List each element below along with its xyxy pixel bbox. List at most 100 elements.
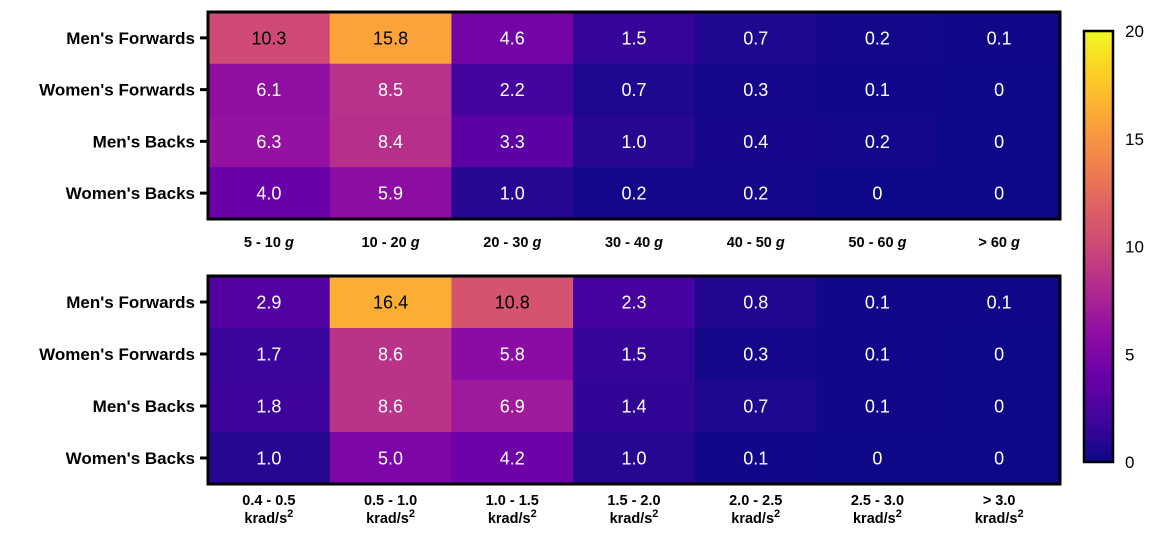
heatmap-cell xyxy=(451,380,574,433)
cell-value-label: 1.5 xyxy=(621,345,646,365)
heatmap-cell xyxy=(694,328,818,381)
cell-value-label: 0.3 xyxy=(743,345,768,365)
cell-value-label: 1.0 xyxy=(621,132,646,152)
cell-value-label: 0.7 xyxy=(743,28,768,48)
heatmap-cell xyxy=(329,432,453,485)
heatmap-cell xyxy=(329,63,453,117)
cell-value-label: 1.0 xyxy=(621,449,646,469)
heatmap-cell xyxy=(208,115,331,168)
row-label: Women's Backs xyxy=(66,184,195,203)
heatmap-cell xyxy=(573,63,696,117)
column-label: 0.4 - 0.5 xyxy=(242,493,295,509)
column-label: 50 - 60 g xyxy=(848,235,906,251)
heatmap-cell xyxy=(694,167,818,220)
column-label: 30 - 40 g xyxy=(605,235,663,251)
heatmap-cell xyxy=(816,380,939,433)
column-unit-label: krad/s2 xyxy=(366,508,415,527)
heatmap-cell xyxy=(329,328,453,381)
heatmap-cell xyxy=(329,380,453,433)
heatmap-cell xyxy=(938,115,1061,168)
colorbar-tick-label: 10 xyxy=(1125,238,1144,257)
heatmap-cell xyxy=(329,115,453,168)
cell-value-label: 1.7 xyxy=(256,345,281,365)
cell-value-label: 0.7 xyxy=(743,397,768,417)
heatmap-cell xyxy=(938,167,1061,220)
cell-value-label: 6.9 xyxy=(500,397,525,417)
cell-value-label: 0.2 xyxy=(743,184,768,204)
cell-value-label: 6.3 xyxy=(256,132,281,152)
heatmap-panel-2: 2.9 16.4 10.8 2.3 0.8 0.1 0.1 1.7 8.6 5.8 1.5 0.3 0.… xyxy=(39,274,1062,527)
heatmap-cell xyxy=(816,115,939,168)
cell-value-label: 1.0 xyxy=(500,184,525,204)
column-label: 2.0 - 2.5 xyxy=(729,493,782,509)
heatmap-cell xyxy=(329,167,453,220)
row-label: Women's Forwards xyxy=(39,345,195,364)
cell-value-label: 10.3 xyxy=(251,28,286,48)
cell-value-label: 15.8 xyxy=(373,28,408,48)
heatmap-cell xyxy=(573,380,696,433)
heatmap-cell xyxy=(329,276,453,329)
heatmap-cell xyxy=(816,276,939,329)
column-label: 0.5 - 1.0 xyxy=(364,493,417,509)
cell-value-label: 8.4 xyxy=(378,132,403,152)
heatmap-cell xyxy=(208,328,331,381)
heatmap-cell xyxy=(694,380,818,433)
cell-value-label: 0.8 xyxy=(743,293,768,313)
heatmap-cell xyxy=(451,115,574,168)
colorbar-gradient xyxy=(1082,29,1115,464)
heatmap-cell xyxy=(208,167,331,220)
cell-value-label: 0.7 xyxy=(621,80,646,100)
row-label: Men's Backs xyxy=(93,397,195,416)
cell-value-label: 16.4 xyxy=(373,293,408,313)
column-label: 1.5 - 2.0 xyxy=(607,493,660,509)
column-unit-label: krad/s2 xyxy=(853,508,902,527)
cell-value-label: 0 xyxy=(994,345,1004,365)
heatmap-cell xyxy=(573,276,696,329)
heatmap-cell xyxy=(694,115,818,168)
heatmap-cell xyxy=(816,12,939,65)
heatmap-cell xyxy=(208,63,331,117)
row-label: Women's Backs xyxy=(66,449,195,468)
cell-value-label: 0 xyxy=(994,397,1004,417)
heatmap-cell xyxy=(938,63,1061,117)
cell-value-label: 0 xyxy=(994,184,1004,204)
cell-value-label: 0 xyxy=(872,184,882,204)
column-unit-label: krad/s2 xyxy=(731,508,780,527)
cell-value-label: 0.3 xyxy=(743,80,768,100)
heatmap-cell xyxy=(208,432,331,485)
heatmap-cell xyxy=(451,432,574,485)
heatmap-cell xyxy=(938,380,1061,433)
heatmap-cell xyxy=(451,328,574,381)
column-unit-label: krad/s2 xyxy=(244,508,293,527)
heatmap-cell xyxy=(451,63,574,117)
cell-value-label: 0.2 xyxy=(621,184,646,204)
panel-frame xyxy=(206,10,1062,221)
heatmap-cell xyxy=(816,432,939,485)
heatmap-cell xyxy=(573,328,696,381)
cell-value-label: 5.8 xyxy=(500,345,525,365)
colorbar-tick-label: 0 xyxy=(1125,453,1134,472)
cell-value-label: 0.2 xyxy=(865,28,890,48)
heatmap-cell xyxy=(938,432,1061,485)
heatmap-cell xyxy=(208,12,331,65)
panel-frame xyxy=(206,274,1062,486)
cell-value-label: 5.0 xyxy=(378,449,403,469)
column-label: 1.0 - 1.5 xyxy=(486,493,539,509)
heatmap-cell xyxy=(816,167,939,220)
cell-value-label: 4.6 xyxy=(500,28,525,48)
heatmap-panel-1: 10.3 15.8 4.6 1.5 0.7 0.2 0.1 6.1 8.5 2.2 0.7 0.3 0.… xyxy=(39,10,1062,251)
cell-value-label: 0.1 xyxy=(987,28,1012,48)
heatmap-cell xyxy=(208,276,331,329)
cell-value-label: 0 xyxy=(872,449,882,469)
cell-value-label: 0.1 xyxy=(865,345,890,365)
colorbar-tick-label: 15 xyxy=(1125,130,1144,149)
row-label: Women's Forwards xyxy=(39,81,195,100)
colorbar-tick-label: 5 xyxy=(1125,345,1134,364)
column-unit-label: krad/s2 xyxy=(488,508,537,527)
heatmap-cell xyxy=(938,328,1061,381)
column-label: 2.5 - 3.0 xyxy=(851,493,904,509)
row-label: Men's Backs xyxy=(93,132,195,151)
heatmap-cell xyxy=(816,63,939,117)
cell-value-label: 4.2 xyxy=(500,449,525,469)
cell-value-label: 1.4 xyxy=(621,397,646,417)
